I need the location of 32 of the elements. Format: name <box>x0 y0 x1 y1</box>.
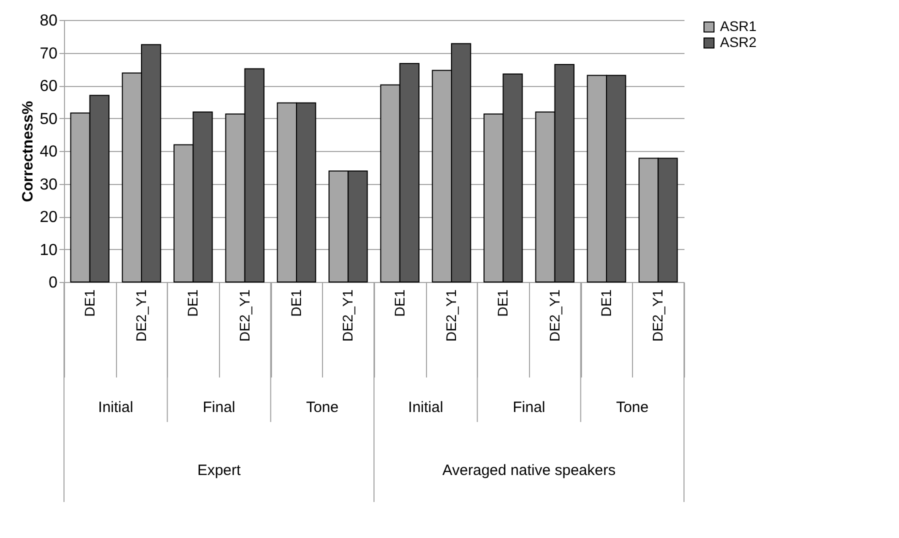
text: Initial <box>408 399 444 416</box>
text: Averaged native speakers <box>442 462 616 479</box>
x-tick-label: DE2_Y1 <box>340 289 356 342</box>
text: Final <box>202 399 236 416</box>
y-axis-title: Correctness% <box>20 101 37 202</box>
x-tick-label: DE2_Y1 <box>650 289 666 342</box>
y-tick-label: 10 <box>40 242 58 259</box>
x-tick-label: DE2_Y1 <box>236 289 252 342</box>
text: Tone <box>306 399 339 416</box>
y-tick-label: 60 <box>40 78 58 95</box>
y-tick-label: 50 <box>40 110 58 128</box>
x-tick-label: DE2_Y1 <box>133 289 149 342</box>
y-tick-label: 0 <box>48 274 58 292</box>
legend-label: ASR2 <box>720 34 757 50</box>
x-tick-label: DE1 <box>494 289 511 317</box>
text: Tone <box>616 399 649 416</box>
x-tick-label: DE2_Y1 <box>443 289 459 342</box>
y-tick-label: 40 <box>40 144 58 160</box>
text: Final <box>512 399 546 416</box>
x-tick-label: DE1 <box>288 289 304 317</box>
x-tick-label: DE1 <box>598 289 614 317</box>
y-tick-label: 70 <box>40 45 58 62</box>
y-tick-label: 80 <box>40 12 58 30</box>
x-tick-label: DE2_Y1 <box>546 289 562 342</box>
x-tick-label: DE1 <box>81 289 98 317</box>
legend-label: ASR1 <box>720 18 757 34</box>
x-tick-label: DE1 <box>184 289 201 317</box>
y-tick-label: 30 <box>40 176 58 194</box>
y-tick-label: 20 <box>40 209 58 226</box>
x-tick-label: DE1 <box>391 289 408 317</box>
text: Expert <box>197 462 242 479</box>
text: Initial <box>98 399 134 416</box>
